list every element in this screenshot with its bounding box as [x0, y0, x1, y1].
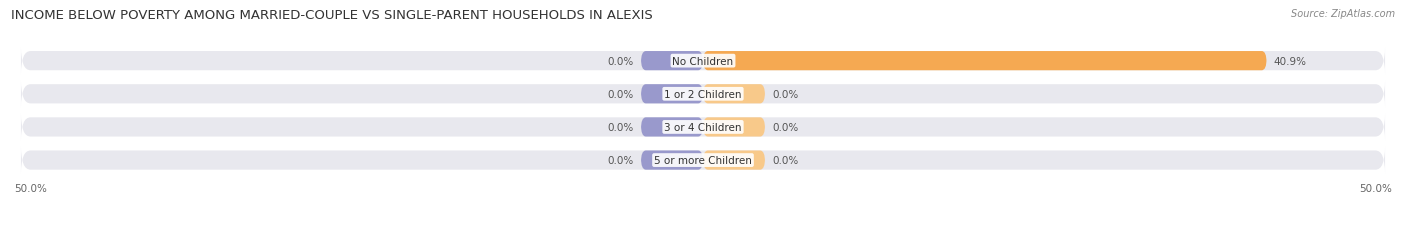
Text: No Children: No Children [672, 56, 734, 66]
Text: 5 or more Children: 5 or more Children [654, 155, 752, 165]
FancyBboxPatch shape [21, 48, 1385, 75]
Text: 0.0%: 0.0% [772, 155, 799, 165]
FancyBboxPatch shape [703, 85, 765, 104]
Text: 1 or 2 Children: 1 or 2 Children [664, 89, 742, 99]
FancyBboxPatch shape [703, 151, 765, 170]
Text: 3 or 4 Children: 3 or 4 Children [664, 122, 742, 132]
FancyBboxPatch shape [21, 114, 1385, 141]
FancyBboxPatch shape [21, 81, 1385, 108]
FancyBboxPatch shape [641, 118, 703, 137]
FancyBboxPatch shape [21, 147, 1385, 174]
FancyBboxPatch shape [703, 118, 765, 137]
Text: 50.0%: 50.0% [14, 183, 46, 193]
Text: 50.0%: 50.0% [1360, 183, 1392, 193]
Text: Source: ZipAtlas.com: Source: ZipAtlas.com [1291, 9, 1395, 19]
Text: INCOME BELOW POVERTY AMONG MARRIED-COUPLE VS SINGLE-PARENT HOUSEHOLDS IN ALEXIS: INCOME BELOW POVERTY AMONG MARRIED-COUPL… [11, 9, 652, 22]
FancyBboxPatch shape [641, 151, 703, 170]
Text: 40.9%: 40.9% [1274, 56, 1306, 66]
FancyBboxPatch shape [641, 52, 703, 71]
Text: 0.0%: 0.0% [607, 122, 634, 132]
Text: 0.0%: 0.0% [772, 122, 799, 132]
FancyBboxPatch shape [703, 52, 1267, 71]
Text: 0.0%: 0.0% [772, 89, 799, 99]
Text: 0.0%: 0.0% [607, 56, 634, 66]
FancyBboxPatch shape [641, 85, 703, 104]
Text: 0.0%: 0.0% [607, 89, 634, 99]
Text: 0.0%: 0.0% [607, 155, 634, 165]
